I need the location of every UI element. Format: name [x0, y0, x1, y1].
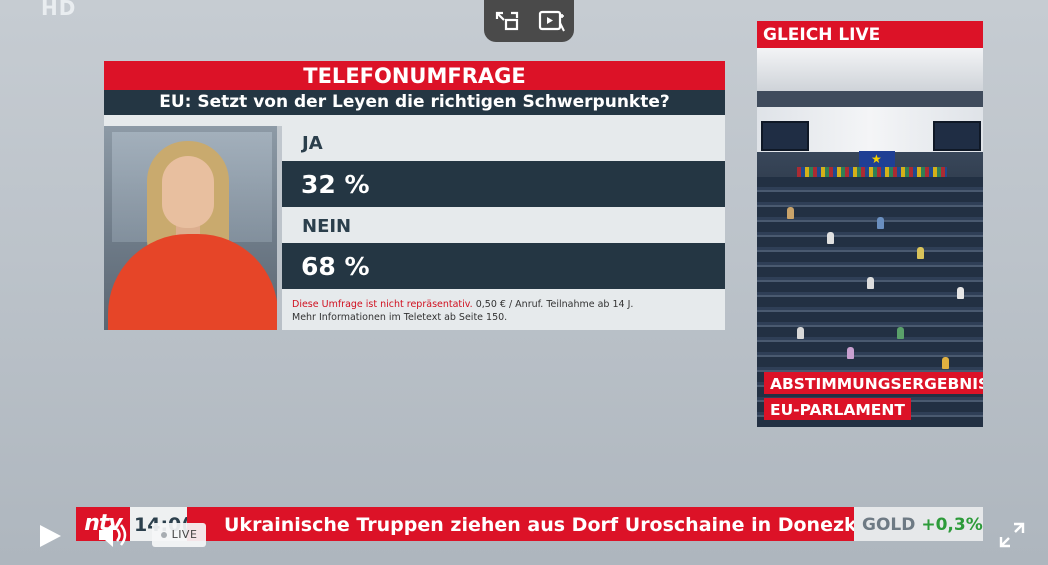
poll-divider	[104, 115, 725, 126]
presenter-image	[104, 126, 277, 330]
volume-icon[interactable]	[96, 520, 130, 550]
disclaimer-cost: 0,50 € / Anruf. Teilnahme ab 14 J.	[472, 299, 634, 310]
hd-badge: HD	[41, 0, 77, 20]
disclaimer-info: Mehr Informationen im Teletext ab Seite …	[292, 312, 508, 323]
poll-title: TELEFONUMFRAGE	[104, 61, 725, 90]
live-badge[interactable]: LIVE	[152, 523, 206, 547]
poll-disclaimer: Diese Umfrage ist nicht repräsentativ. 0…	[292, 298, 633, 324]
market-box: GOLD +0,3%	[854, 507, 983, 541]
tag-eu-parliament: EU-PARLAMENT	[764, 398, 911, 420]
poll-results: JA 32 % NEIN 68 % Diese Umfrage ist nich…	[282, 126, 725, 330]
option-nein-label: NEIN	[282, 209, 725, 243]
ntv-logo: ntv	[76, 507, 130, 541]
poll-question: EU: Setzt von der Leyen die richtigen Sc…	[104, 90, 725, 115]
disclaimer-warning: Diese Umfrage ist nicht repräsentativ.	[292, 299, 473, 310]
option-ja-value: 32 %	[282, 161, 725, 207]
news-ticker: ntv 14:0( Ukrainische Truppen ziehen aus…	[76, 507, 983, 541]
poll-panel: TELEFONUMFRAGE EU: Setzt von der Leyen d…	[104, 61, 725, 330]
option-ja-label: JA	[282, 126, 725, 160]
market-change: +0,3%	[921, 515, 983, 535]
eu-flag-icon	[859, 151, 895, 169]
magic-play-icon[interactable]	[536, 7, 568, 35]
live-dot-icon	[160, 532, 167, 538]
live-label: LIVE	[171, 528, 198, 541]
top-controls-pill	[484, 0, 574, 42]
picture-in-picture-icon[interactable]	[491, 7, 523, 35]
ticker-headline: Ukrainische Truppen ziehen aus Dorf Uros…	[187, 507, 890, 541]
fullscreen-icon[interactable]	[998, 521, 1026, 549]
play-icon[interactable]	[36, 522, 64, 550]
tag-vote-result: ABSTIMMUNGSERGEBNIS	[764, 372, 983, 394]
market-name: GOLD	[862, 515, 916, 535]
live-header: GLEICH LIVE	[757, 21, 983, 48]
option-nein-value: 68 %	[282, 243, 725, 289]
upcoming-live-panel: GLEICH LIVE ABSTIMMUNGSERGEBNIS EU-PARLA…	[757, 21, 983, 427]
